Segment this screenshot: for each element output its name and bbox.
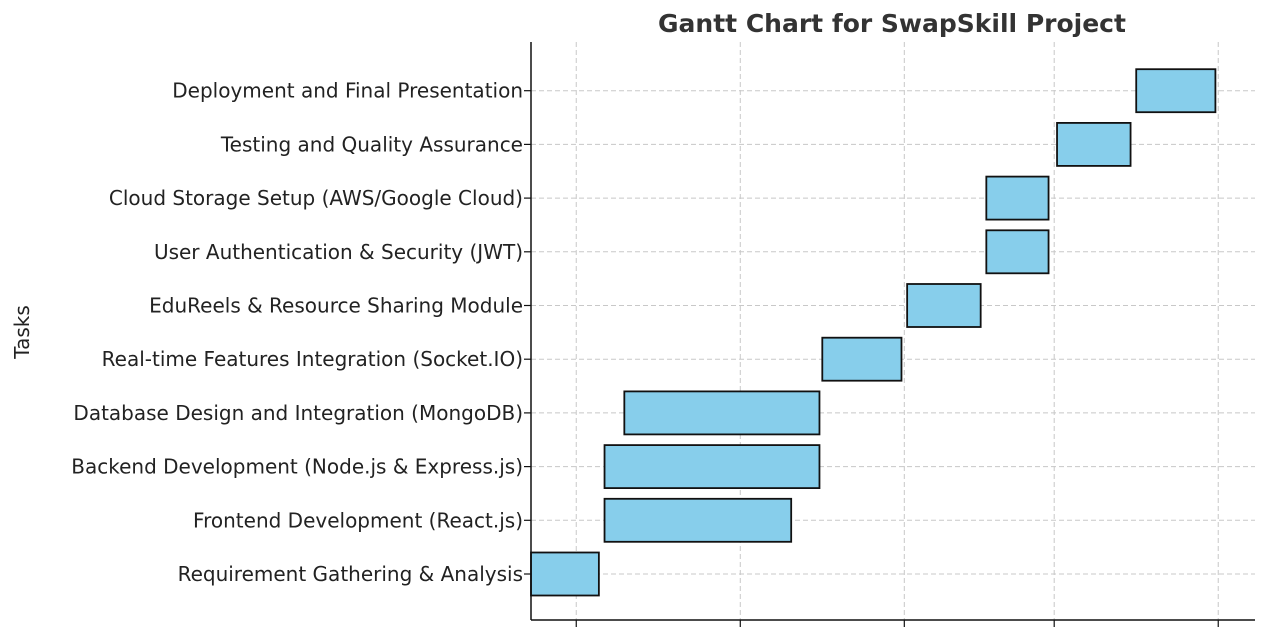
task-label: EduReels & Resource Sharing Module	[149, 294, 523, 318]
task-bars	[530, 68, 1217, 597]
task-bar	[821, 336, 903, 382]
axes	[524, 42, 1255, 627]
chart-title: Gantt Chart for SwapSkill Project	[658, 9, 1126, 38]
task-label: Testing and Quality Assurance	[220, 132, 523, 156]
task-bar	[623, 390, 821, 436]
task-bar	[603, 444, 821, 490]
grid-lines	[531, 42, 1255, 620]
task-bar	[985, 175, 1050, 221]
task-bar	[985, 229, 1050, 275]
task-label: Database Design and Integration (MongoDB…	[73, 401, 523, 425]
task-bar	[530, 551, 600, 597]
task-label: Cloud Storage Setup (AWS/Google Cloud)	[109, 186, 523, 210]
task-bar	[1056, 122, 1132, 167]
task-labels: Requirement Gathering & Analysis Frontend…	[71, 79, 523, 586]
task-label: Requirement Gathering & Analysis	[178, 562, 523, 586]
task-label: Deployment and Final Presentation	[172, 79, 523, 103]
y-axis-label: Tasks	[10, 305, 34, 360]
task-label: Frontend Development (React.js)	[193, 508, 523, 532]
task-bar	[1135, 68, 1217, 114]
task-label: Real-time Features Integration (Socket.I…	[102, 347, 523, 371]
task-label: User Authentication & Security (JWT)	[154, 240, 523, 264]
task-bar	[906, 283, 982, 328]
task-label: Backend Development (Node.js & Express.j…	[71, 455, 523, 479]
task-bar	[603, 497, 793, 543]
